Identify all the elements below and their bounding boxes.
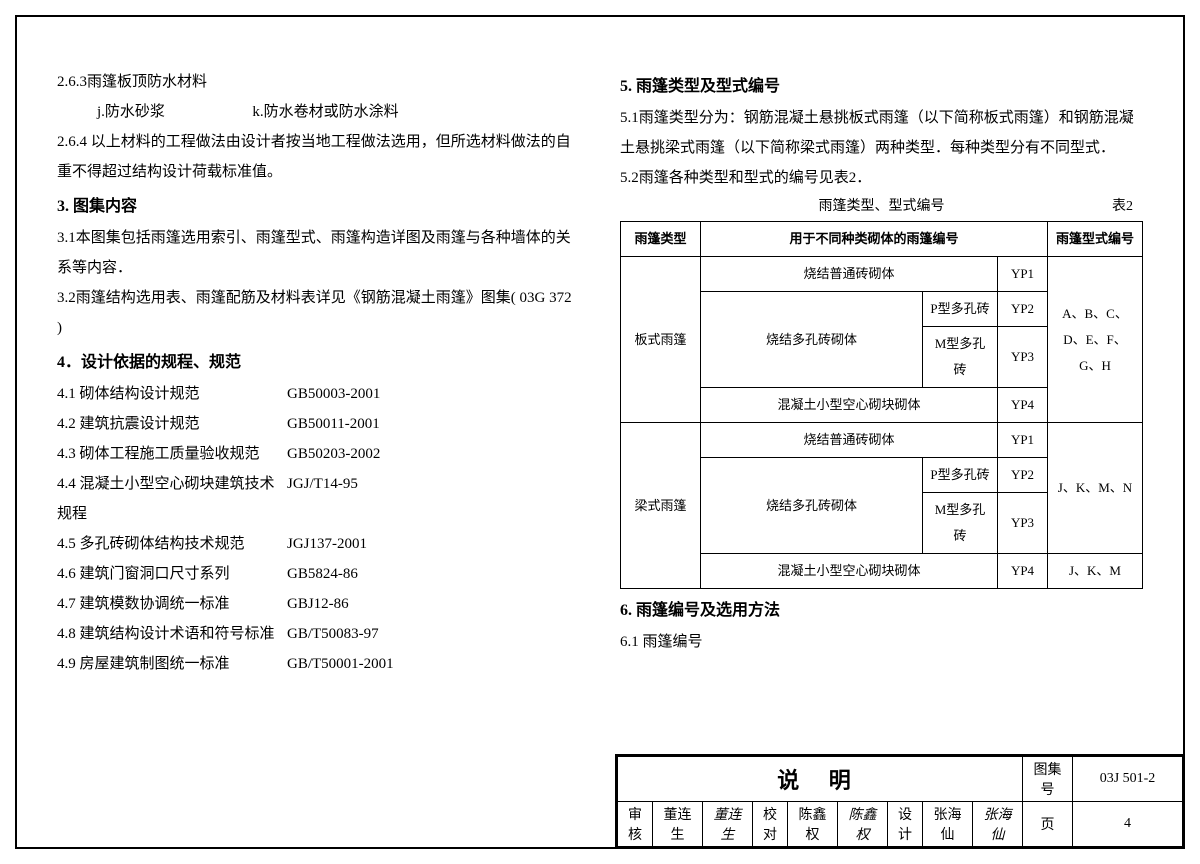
section-3-2: 3.2雨篷结构选用表、雨篷配筋及材料表详见《钢筋混凝土雨篷》图集( 03G 37… <box>57 283 580 343</box>
th-type: 雨篷类型 <box>621 222 701 257</box>
standards-list: 4.1 砌体结构设计规范GB50003-20014.2 建筑抗震设计规范GB50… <box>57 379 580 679</box>
cell-form2: J、K、M、N <box>1048 423 1143 554</box>
check-name: 陈鑫权 <box>788 802 838 847</box>
standard-code: GB/T50001-2001 <box>287 649 394 679</box>
set-label: 图集号 <box>1023 757 1073 802</box>
cell-type2: 梁式雨篷 <box>621 423 701 589</box>
standard-name: 4.7 建筑模数协调统一标准 <box>57 589 287 619</box>
cell-yp2b: YP2 <box>998 458 1048 493</box>
item-k: k.防水卷材或防水涂料 <box>252 104 398 120</box>
set-value: 03J 501-2 <box>1073 757 1183 802</box>
th-form: 雨篷型式编号 <box>1048 222 1143 257</box>
standard-row: 4.1 砌体结构设计规范GB50003-2001 <box>57 379 580 409</box>
page-value: 4 <box>1073 802 1183 847</box>
table2-caption-text: 雨篷类型、型式编号 <box>819 199 945 214</box>
page-frame: 2.6.3雨篷板顶防水材料 j.防水砂浆 k.防水卷材或防水涂料 2.6.4 以… <box>15 15 1185 849</box>
standard-row: 4.4 混凝土小型空心砌块建筑技术规程JGJ/T14-95 <box>57 469 580 529</box>
cell-yp4a: YP4 <box>998 388 1048 423</box>
standard-code: GB/T50083-97 <box>287 619 379 649</box>
heading-4: 4．设计依据的规程、规范 <box>57 347 580 379</box>
standard-row: 4.9 房屋建筑制图统一标准GB/T50001-2001 <box>57 649 580 679</box>
standard-name: 4.4 混凝土小型空心砌块建筑技术规程 <box>57 469 287 529</box>
section-5-1: 5.1雨篷类型分为：钢筋混凝土悬挑板式雨篷（以下简称板式雨篷）和钢筋混凝土悬挑梁… <box>620 103 1143 163</box>
standard-name: 4.3 砌体工程施工质量验收规范 <box>57 439 287 469</box>
design-name: 张海仙 <box>923 802 973 847</box>
standard-code: GB50011-2001 <box>287 409 380 439</box>
standard-name: 4.5 多孔砖砌体结构技术规范 <box>57 529 287 559</box>
standard-code: GB50203-2002 <box>287 439 380 469</box>
table2-label: 表2 <box>1112 193 1133 221</box>
cell-r3a: 混凝土小型空心砌块砌体 <box>701 388 998 423</box>
standard-row: 4.5 多孔砖砌体结构技术规范JGJ137-2001 <box>57 529 580 559</box>
standard-row: 4.2 建筑抗震设计规范GB50011-2001 <box>57 409 580 439</box>
cell-form3: J、K、M <box>1048 554 1143 589</box>
standard-row: 4.3 砌体工程施工质量验收规范GB50203-2002 <box>57 439 580 469</box>
th-code: 用于不同种类砌体的雨篷编号 <box>701 222 1048 257</box>
section-3-1: 3.1本图集包括雨篷选用索引、雨篷型式、雨篷构造详图及雨篷与各种墙体的关系等内容… <box>57 223 580 283</box>
design-label: 设计 <box>888 802 923 847</box>
standard-name: 4.6 建筑门窗洞口尺寸系列 <box>57 559 287 589</box>
table-2: 雨篷类型 用于不同种类砌体的雨篷编号 雨篷型式编号 板式雨篷 烧结普通砖砌体 Y… <box>620 221 1143 589</box>
review-sig: 董连生 <box>703 802 753 847</box>
standard-code: GBJ12-86 <box>287 589 349 619</box>
cell-yp3a: YP3 <box>998 327 1048 388</box>
drawing-title: 说 明 <box>618 757 1023 802</box>
standard-code: JGJ/T14-95 <box>287 469 358 529</box>
review-label: 审核 <box>618 802 653 847</box>
cell-type1: 板式雨篷 <box>621 257 701 423</box>
title-block-table: 说 明图集号03J 501-2审核董连生董连生校对陈鑫权陈鑫权设计张海仙张海仙页… <box>617 756 1183 847</box>
cell-r2a: 烧结多孔砖砌体 <box>701 292 923 388</box>
cell-yp3b: YP3 <box>998 493 1048 554</box>
cell-r2a-m: M型多孔砖 <box>923 327 998 388</box>
left-column: 2.6.3雨篷板顶防水材料 j.防水砂浆 k.防水卷材或防水涂料 2.6.4 以… <box>57 67 580 767</box>
section-2-6-4: 2.6.4 以上材料的工程做法由设计者按当地工程做法选用，但所选材料做法的自重不… <box>57 127 580 187</box>
cell-yp2a: YP2 <box>998 292 1048 327</box>
cell-r2a-p: P型多孔砖 <box>923 292 998 327</box>
section-2-6-3-items: j.防水砂浆 k.防水卷材或防水涂料 <box>57 97 580 127</box>
standard-row: 4.7 建筑模数协调统一标准GBJ12-86 <box>57 589 580 619</box>
section-2-6-3: 2.6.3雨篷板顶防水材料 <box>57 67 580 97</box>
cell-r3b: 混凝土小型空心砌块砌体 <box>701 554 998 589</box>
cell-r1b: 烧结普通砖砌体 <box>701 423 998 458</box>
section-6-1: 6.1 雨篷编号 <box>620 627 1143 657</box>
heading-3: 3. 图集内容 <box>57 191 580 223</box>
section-5-2: 5.2雨篷各种类型和型式的编号见表2． <box>620 163 1143 193</box>
standard-code: GB5824-86 <box>287 559 358 589</box>
cell-r2b: 烧结多孔砖砌体 <box>701 458 923 554</box>
cell-yp4b: YP4 <box>998 554 1048 589</box>
design-sig: 张海仙 <box>973 802 1023 847</box>
check-label: 校对 <box>753 802 788 847</box>
standard-code: GB50003-2001 <box>287 379 380 409</box>
standard-row: 4.6 建筑门窗洞口尺寸系列GB5824-86 <box>57 559 580 589</box>
table2-caption: 雨篷类型、型式编号 表2 <box>620 193 1143 221</box>
cell-r1a: 烧结普通砖砌体 <box>701 257 998 292</box>
item-j: j.防水砂浆 <box>97 104 165 120</box>
standard-name: 4.2 建筑抗震设计规范 <box>57 409 287 439</box>
heading-5: 5. 雨篷类型及型式编号 <box>620 71 1143 103</box>
heading-6: 6. 雨篷编号及选用方法 <box>620 595 1143 627</box>
content-columns: 2.6.3雨篷板顶防水材料 j.防水砂浆 k.防水卷材或防水涂料 2.6.4 以… <box>57 67 1143 767</box>
cell-r2b-m: M型多孔砖 <box>923 493 998 554</box>
title-block: 说 明图集号03J 501-2审核董连生董连生校对陈鑫权陈鑫权设计张海仙张海仙页… <box>615 754 1183 847</box>
cell-yp1a: YP1 <box>998 257 1048 292</box>
review-name: 董连生 <box>653 802 703 847</box>
page-label: 页 <box>1023 802 1073 847</box>
cell-form1: A、B、C、D、E、F、G、H <box>1048 257 1143 423</box>
standard-row: 4.8 建筑结构设计术语和符号标准GB/T50083-97 <box>57 619 580 649</box>
check-sig: 陈鑫权 <box>838 802 888 847</box>
right-column: 5. 雨篷类型及型式编号 5.1雨篷类型分为：钢筋混凝土悬挑板式雨篷（以下简称板… <box>620 67 1143 767</box>
standard-name: 4.8 建筑结构设计术语和符号标准 <box>57 619 287 649</box>
standard-name: 4.9 房屋建筑制图统一标准 <box>57 649 287 679</box>
cell-r2b-p: P型多孔砖 <box>923 458 998 493</box>
cell-yp1b: YP1 <box>998 423 1048 458</box>
standard-code: JGJ137-2001 <box>287 529 367 559</box>
standard-name: 4.1 砌体结构设计规范 <box>57 379 287 409</box>
